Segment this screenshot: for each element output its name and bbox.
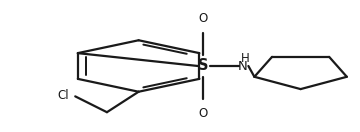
Text: O: O [199, 12, 208, 25]
Text: Cl: Cl [57, 89, 69, 102]
Text: S: S [198, 58, 209, 74]
Text: O: O [199, 107, 208, 120]
Text: N: N [238, 60, 248, 72]
Text: H: H [240, 52, 249, 65]
